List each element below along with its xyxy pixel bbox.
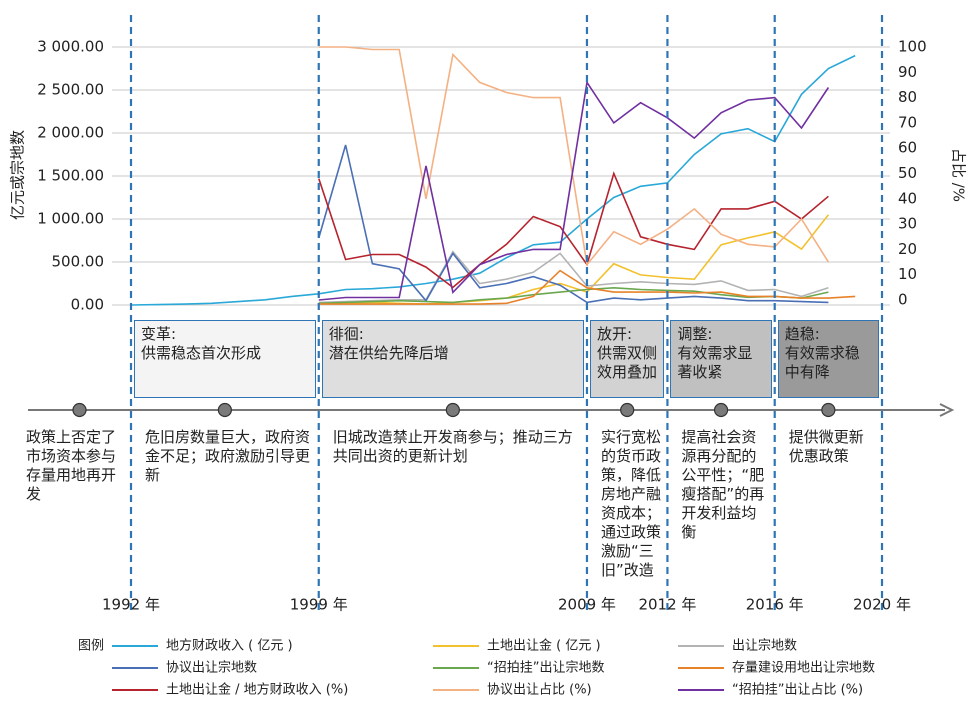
legend-label: 土地出让金 / 地方财政收入 (%) [166, 682, 348, 698]
y-tick-label: 500.00 [52, 253, 105, 271]
y2-tick-label: 100 [898, 38, 927, 56]
y-tick-label: 2 000.00 [37, 124, 104, 142]
legend-label: “招拍挂”出让占比 (%) [732, 683, 863, 698]
stage-desc: 供需稳态首次形成 [141, 344, 262, 362]
timeline-arrow [939, 403, 955, 417]
y2-axis-label: 占比 /% [950, 148, 968, 202]
series-line [318, 80, 830, 301]
y-tick-label: 1 000.00 [37, 210, 104, 228]
policy-text: 政策上否定了市场资本参与存量用地再开发 [26, 428, 117, 503]
stage-box: 徘徊: 潜在供给先降后增 [321, 320, 584, 398]
policy-text: 旧城改造禁止开发商参与；推动三方共同出资的更新计划 [332, 428, 573, 465]
stage-box: 调整: 有效需求显著收紧 [670, 320, 772, 398]
legend-label: 土地出让金 ( 亿元 ) [487, 638, 601, 654]
legend-label: 地方财政收入 ( 亿元 ) [166, 638, 293, 654]
stage-title: 徘徊: [328, 325, 364, 343]
timeline-dot [217, 402, 232, 418]
timeline-dot [445, 402, 460, 418]
x-tick-label: 2020 年 [853, 596, 911, 614]
y-tick-label: 3 000.00 [37, 38, 104, 56]
legend-label: 存量建设用地出让宗地数 [732, 660, 875, 676]
legend-label: 出让宗地数 [732, 638, 797, 654]
stage-title: 调整: [677, 325, 713, 343]
series-line [318, 269, 856, 305]
y2-tick-label: 60 [898, 139, 917, 157]
x-tick-label: 2009 年 [558, 596, 616, 614]
y2-tick-label: 50 [898, 164, 917, 182]
y2-tick-label: 40 [898, 189, 917, 207]
y-tick-label: 1 500.00 [37, 167, 104, 185]
timeline-dot [713, 402, 729, 418]
stage-box: 放开: 供需双侧效用叠加 [589, 320, 665, 398]
stage-title: 放开: [596, 325, 633, 343]
policy-text: 实行宽松的货币政策，降低房地产融资成本；通过政策激励“三旧”改造 [600, 428, 661, 579]
stage-box: 变革: 供需稳态首次形成 [134, 320, 316, 398]
y2-tick-label: 80 [898, 88, 917, 106]
stage-title: 变革: [141, 325, 177, 343]
y2-tick-label: 0 [898, 291, 908, 309]
series-line [318, 171, 829, 289]
y2-tick-label: 20 [898, 240, 917, 258]
policy-text: 提供微更新优惠政策 [788, 428, 864, 465]
stage-desc: 有效需求稳中有降 [784, 344, 860, 381]
legend-label: 协议出让占比 (%) [487, 683, 592, 698]
policy-text: 危旧房数量巨大，政府资金不足；政府激励引导更新 [145, 428, 311, 484]
y2-tick-label: 90 [898, 63, 917, 81]
legend-title: 图例 [78, 639, 104, 654]
series-line [318, 250, 829, 304]
stage-title: 趋稳: [784, 325, 820, 343]
timeline-dot [620, 402, 635, 418]
x-tick-label: 1992 年 [102, 596, 160, 614]
y2-tick-label: 30 [898, 215, 917, 233]
legend-label: 协议出让宗地数 [166, 660, 257, 676]
timeline-dot [821, 402, 836, 418]
stage-desc: 供需双侧效用叠加 [596, 344, 657, 381]
y2-tick-label: 70 [898, 113, 917, 131]
y2-tick-label: 10 [898, 265, 917, 283]
x-tick-label: 2012 年 [638, 596, 696, 614]
x-tick-label: 1999 年 [290, 596, 348, 614]
series-line [318, 46, 830, 267]
timeline-dot [72, 402, 87, 418]
stage-box: 趋稳: 有效需求稳中有降 [777, 320, 879, 398]
legend-label: “招拍挂”出让宗地数 [487, 660, 604, 676]
stage-desc: 潜在供给先降后增 [328, 344, 449, 362]
y-tick-label: 0.00 [71, 296, 104, 314]
stage-desc: 有效需求显著收紧 [677, 344, 753, 381]
x-tick-label: 2016 年 [746, 596, 804, 614]
policy-text: 提高社会资源再分配的公平性；“肥瘦搭配”的再开发利益均衡 [681, 428, 765, 541]
series-line [318, 286, 829, 305]
y-tick-label: 2 500.00 [37, 81, 104, 99]
series-line [130, 54, 856, 306]
y-axis-label: 亿元或宗地数 [9, 130, 27, 220]
